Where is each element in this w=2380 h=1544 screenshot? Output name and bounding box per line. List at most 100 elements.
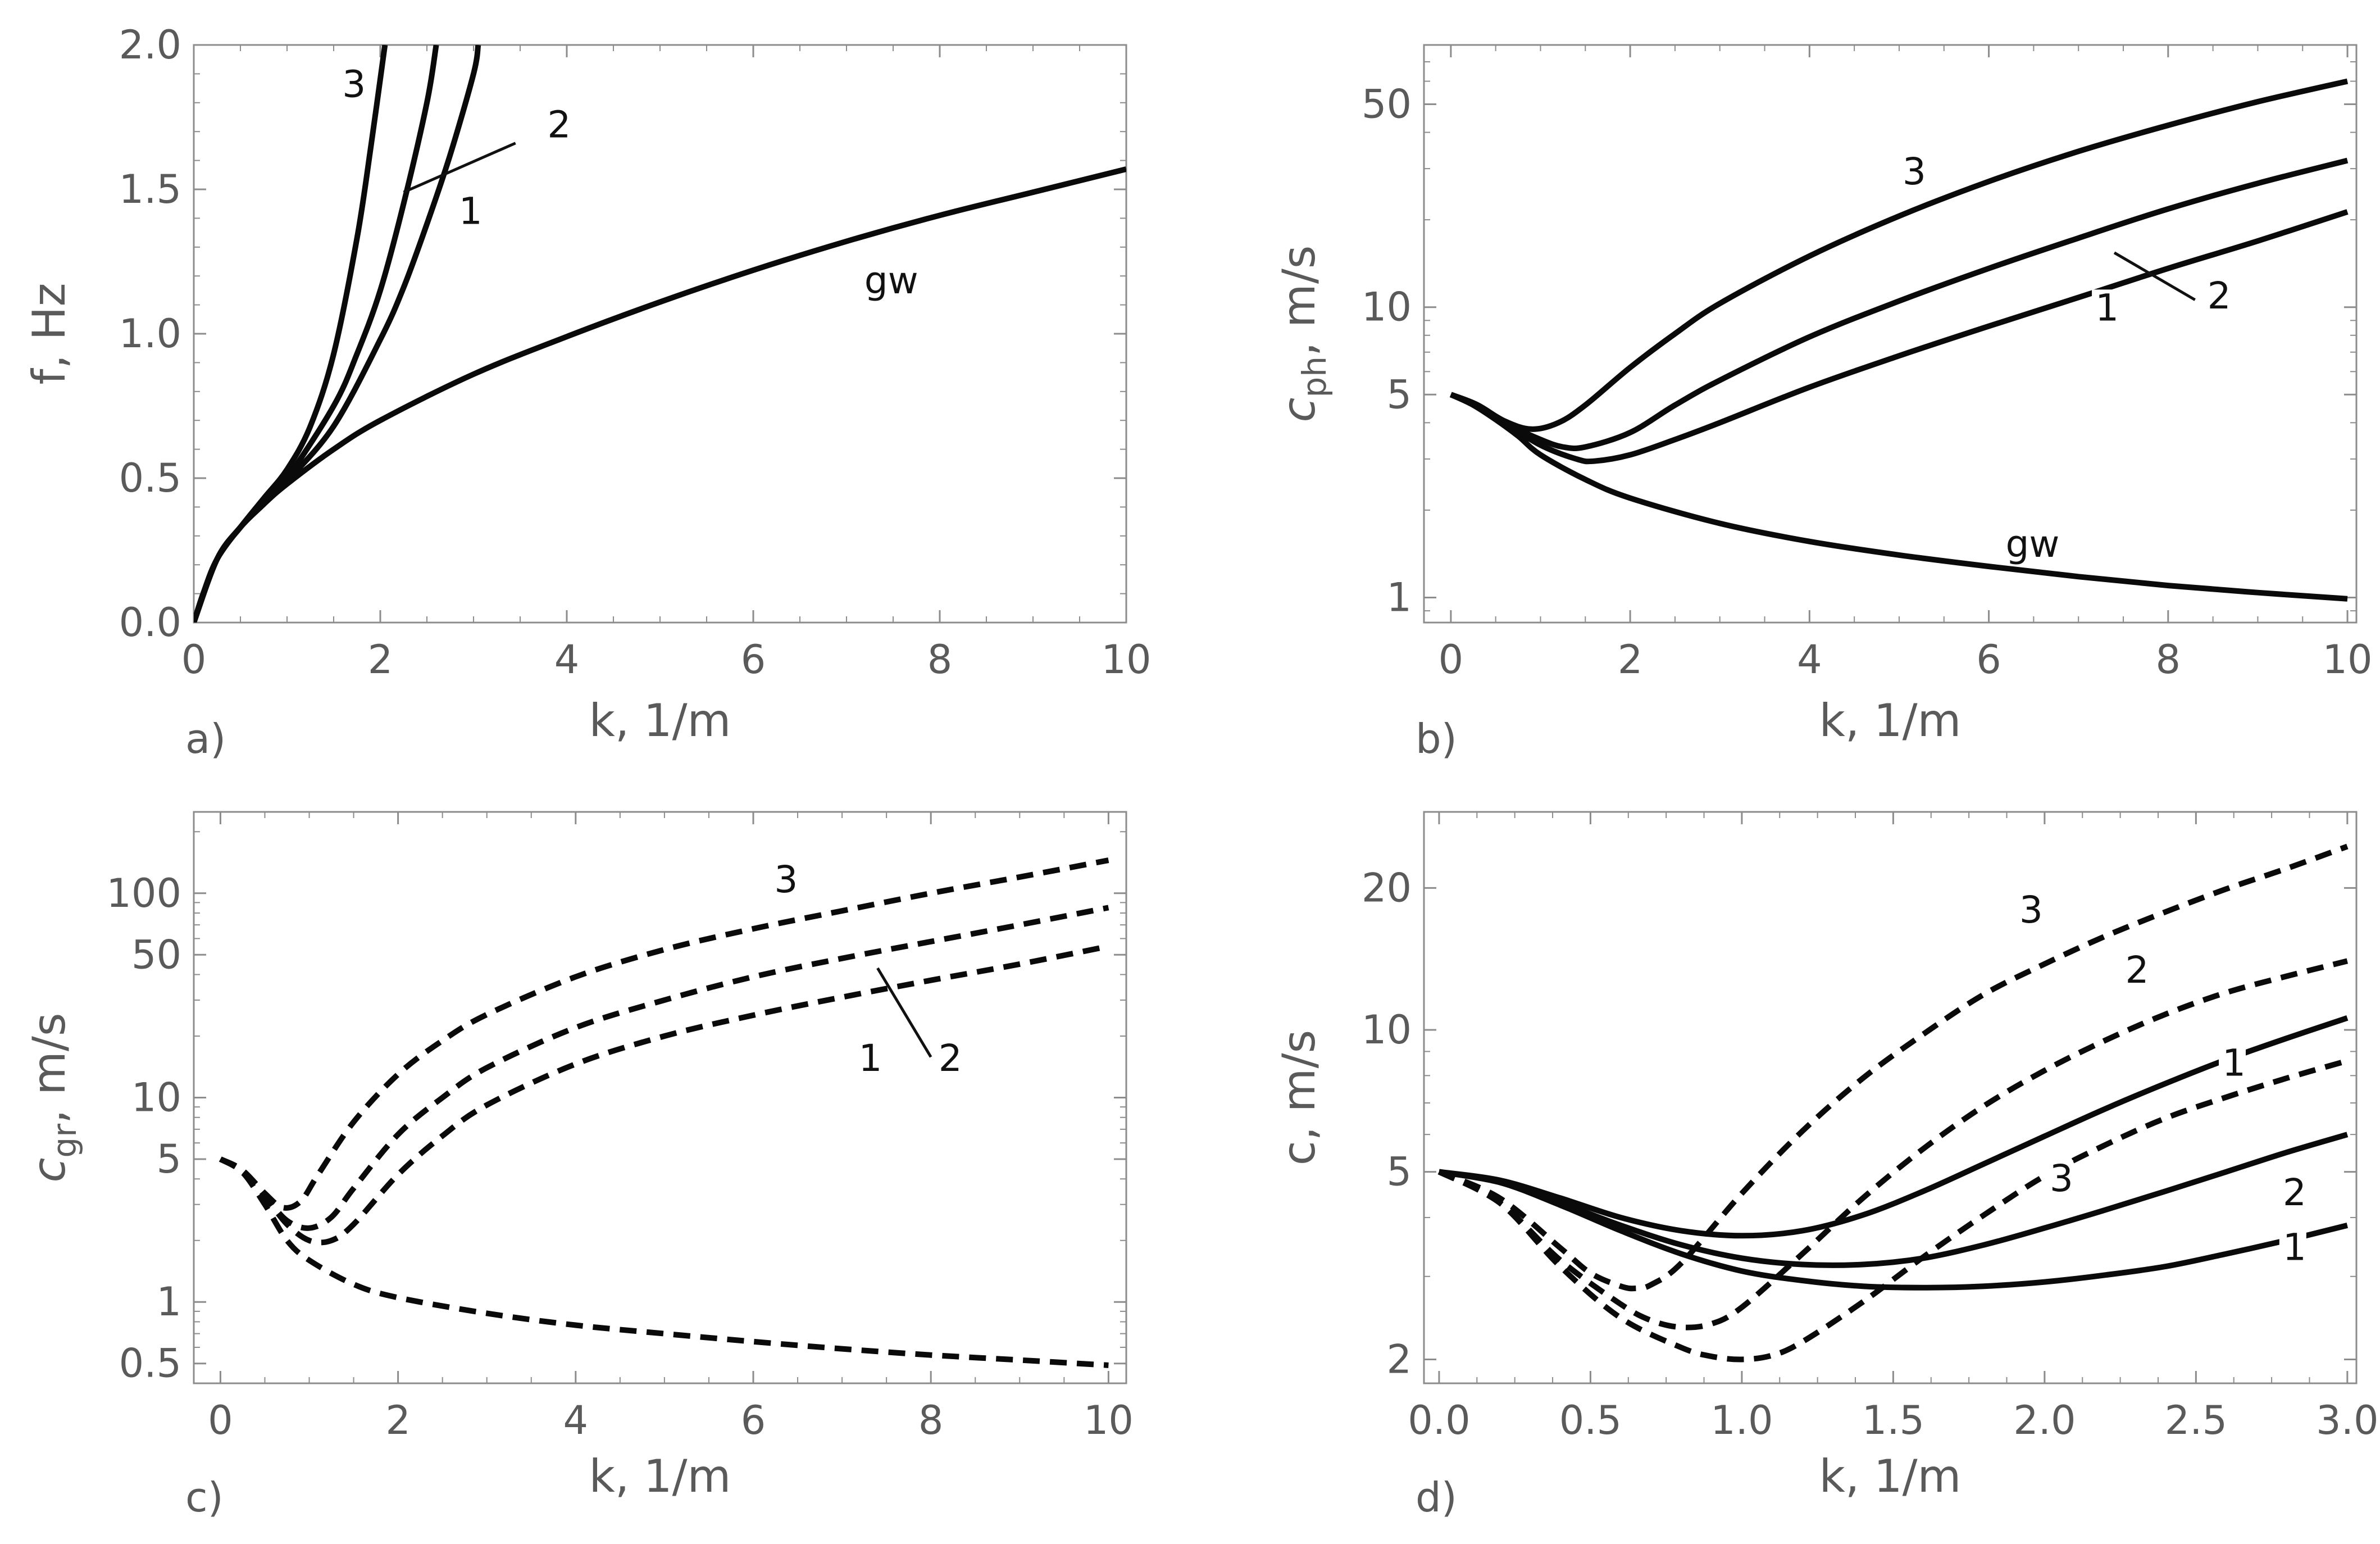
curve-label: gw	[2005, 523, 2059, 566]
x-tick-label: 0.5	[1559, 1397, 1622, 1443]
plot-frame	[1423, 44, 2358, 624]
y-tick-label: 2.0	[119, 22, 181, 68]
y-tick-label: 100	[106, 870, 181, 916]
x-axis-label: k, 1/m	[589, 1450, 731, 1502]
panel-label: c)	[185, 1474, 224, 1521]
y-tick-label: 5	[1386, 1149, 1412, 1195]
y-axis-label-subscript: gr	[45, 1124, 84, 1158]
annotation-backdrop	[2015, 891, 2043, 929]
series-line-1-group	[1437, 1058, 2349, 1363]
series-group	[194, 45, 1126, 623]
x-tick-label: 8	[918, 1397, 944, 1443]
y-tick-label: 20	[1362, 865, 1412, 911]
y-tick-label: 0.5	[119, 1341, 181, 1387]
series-line-3-group	[1437, 843, 2349, 1292]
series-group	[219, 857, 1109, 1368]
y-tick-label: 10	[1362, 1007, 1412, 1053]
y-tick-label: 5	[1386, 371, 1412, 417]
curve-label: 1	[2283, 1226, 2306, 1269]
curve-label: 3	[774, 858, 798, 901]
annotation-backdrop	[339, 66, 366, 103]
annotation-pointer	[2113, 251, 2196, 301]
plot-frame	[193, 44, 1127, 624]
panel-label: b)	[1416, 715, 1457, 762]
series-group	[1449, 78, 2349, 602]
x-tick-label: 4	[554, 637, 580, 683]
y-tick-label: 1	[1386, 574, 1412, 620]
series-line-2-phase	[1439, 1132, 2349, 1268]
series-line-2-group	[1437, 958, 2349, 1330]
x-tick-label: 2.0	[2013, 1397, 2076, 1443]
y-axis-label-subscript: ph	[1295, 356, 1334, 398]
curve-label: 3	[342, 63, 366, 106]
annotation-backdrop	[2279, 1229, 2306, 1266]
annotation-backdrop	[771, 861, 798, 899]
annotation-backdrop	[455, 193, 483, 230]
series-line-3-phase	[1439, 1015, 2349, 1239]
annotation-pointer	[403, 142, 516, 194]
y-axis-label-unit: , m/s	[1273, 246, 1325, 356]
x-tick-label: 1.0	[1710, 1397, 1773, 1443]
y-axis-label: cgr, m/s	[23, 1012, 84, 1182]
y-axis-label-symbol: c	[1273, 398, 1325, 423]
series-line-gw	[194, 166, 1126, 623]
x-tick-label: 0.0	[1408, 1397, 1470, 1443]
y-tick-label: 1.0	[119, 311, 181, 357]
curve-label: 3	[1903, 150, 1926, 193]
annotation-backdrop	[1899, 153, 1926, 190]
y-tick-label: 50	[1362, 81, 1412, 127]
x-tick-label: 6	[741, 1397, 766, 1443]
series-line-3	[194, 45, 388, 623]
panel-b: 0 2 4 6 8 10 1 5 10 50 k, 1/m cph, m/s b) gw 1 2 3	[1273, 44, 2373, 762]
curve-label: 2	[2126, 948, 2149, 992]
panel-d: 0.0 0.5 1.0 1.5 2.0 2.5 3.0 2 5 10 20 k, 1/m c, m/s d…	[1273, 811, 2378, 1521]
y-tick-label: 5	[156, 1136, 181, 1182]
y-tick-label: 2	[1386, 1337, 1412, 1383]
annotation-backdrop	[2122, 951, 2149, 989]
x-tick-label: 2.5	[2165, 1397, 2227, 1443]
x-tick-label: 0	[181, 637, 207, 683]
x-tick-label: 6	[741, 637, 766, 683]
series-line-2	[219, 905, 1109, 1231]
curve-label: 2	[2208, 274, 2231, 317]
x-tick-label: 4	[1797, 637, 1822, 683]
x-tick-label: 6	[1976, 637, 2001, 683]
y-tick-label: 10	[1362, 284, 1412, 330]
y-tick-label: 50	[131, 932, 181, 978]
series-line-3	[1450, 78, 2349, 432]
panel-c: 0 2 4 6 8 10 0.5 1 5 10 50 100 k, 1/m cgr, m/s c) 1 2 3	[23, 811, 1134, 1521]
x-tick-label: 3.0	[2316, 1397, 2378, 1443]
annotation-backdrop	[2002, 526, 2050, 564]
annotation-backdrop	[2092, 289, 2119, 327]
series-line-1-phase	[1439, 1169, 2348, 1291]
annotation-backdrop	[2219, 1045, 2246, 1082]
annotation-backdrop	[935, 1040, 962, 1078]
x-tick-label: 0	[1439, 637, 1464, 683]
annotation-backdrop	[2204, 277, 2231, 315]
y-axis-label: f, Hz	[23, 283, 75, 384]
y-tick-label: 1	[156, 1279, 181, 1325]
curve-label: gw	[864, 259, 918, 302]
x-tick-label: 10	[1101, 637, 1151, 683]
series-group	[1437, 843, 2349, 1363]
panel-label: a)	[185, 715, 226, 762]
annotation-backdrop	[544, 106, 571, 144]
series-line-1	[219, 943, 1109, 1246]
plot-frame	[1423, 811, 2358, 1384]
curve-label: 3	[2050, 1157, 2073, 1200]
x-axis-label: k, 1/m	[589, 694, 731, 747]
y-tick-label: 0.5	[119, 455, 181, 501]
x-tick-label: 2	[1618, 637, 1643, 683]
curve-label: 1	[2222, 1041, 2246, 1084]
series-line-3	[219, 857, 1109, 1211]
curve-label: 1	[859, 1037, 882, 1080]
curve-label: 3	[2019, 888, 2043, 932]
curve-label: 2	[547, 103, 571, 146]
x-tick-label: 10	[1084, 1397, 1134, 1443]
series-line-gw	[219, 1156, 1109, 1368]
x-tick-label: 2	[368, 637, 393, 683]
panel-label: d)	[1416, 1474, 1457, 1521]
plot-frame	[193, 811, 1127, 1384]
curve-label: 2	[2283, 1171, 2306, 1214]
x-tick-label: 10	[2322, 637, 2372, 683]
